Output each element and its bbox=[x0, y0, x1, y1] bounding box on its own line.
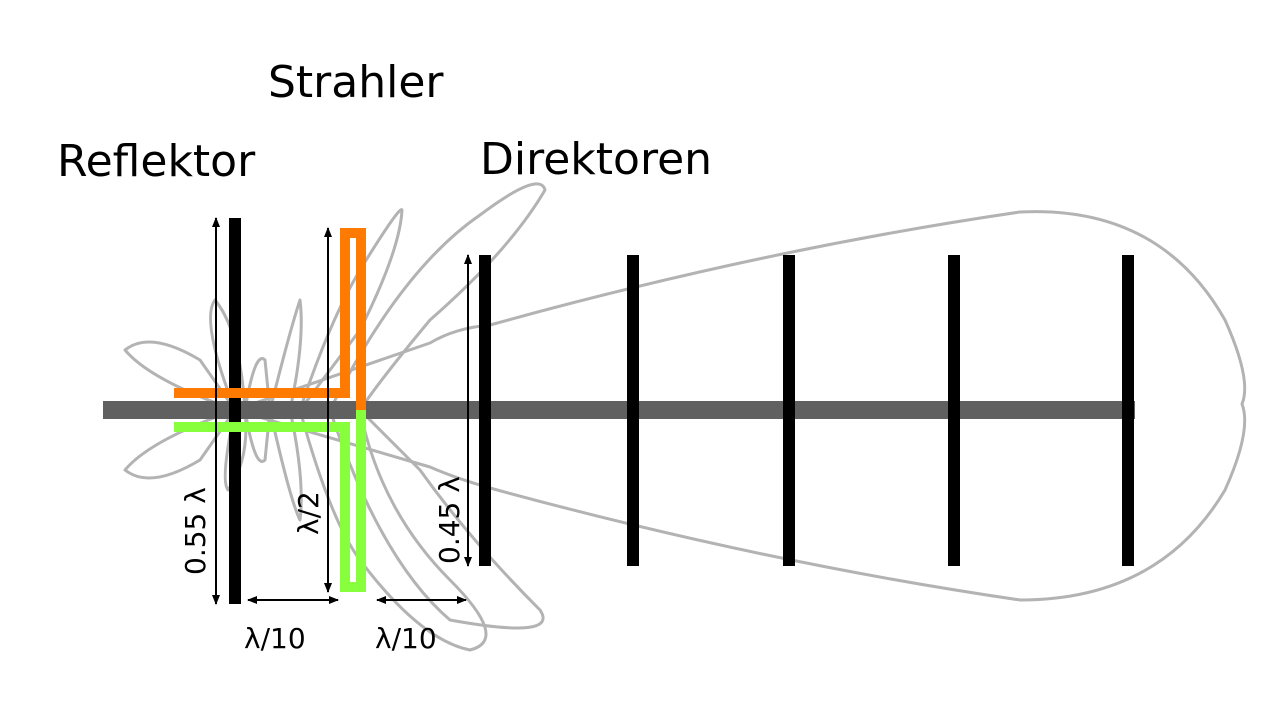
director-1 bbox=[479, 255, 491, 566]
boom bbox=[103, 401, 1135, 419]
feed-line-upper bbox=[174, 228, 366, 410]
dimension-arrows bbox=[212, 217, 472, 605]
label-driven-length: λ/2 bbox=[292, 491, 325, 535]
label-reflektor: Reflektor bbox=[57, 136, 256, 187]
directors bbox=[479, 255, 1134, 566]
director-4 bbox=[948, 255, 960, 566]
director-2 bbox=[627, 255, 639, 566]
label-reflector-length: 0.55 λ bbox=[179, 487, 212, 575]
lower-side-lobes bbox=[123, 408, 545, 652]
label-spacing-1: λ/10 bbox=[244, 622, 306, 655]
reflector-element bbox=[229, 218, 241, 604]
main-lobe bbox=[233, 210, 1247, 602]
label-director-length: 0.45 λ bbox=[433, 476, 466, 564]
director-5 bbox=[1122, 255, 1134, 566]
label-spacing-2: λ/10 bbox=[375, 622, 437, 655]
director-3 bbox=[783, 255, 795, 566]
driven-element bbox=[174, 228, 366, 592]
radiation-pattern bbox=[123, 182, 1247, 652]
label-strahler: Strahler bbox=[268, 57, 444, 108]
label-direktoren: Direktoren bbox=[480, 134, 712, 185]
feed-line-lower bbox=[174, 410, 366, 592]
